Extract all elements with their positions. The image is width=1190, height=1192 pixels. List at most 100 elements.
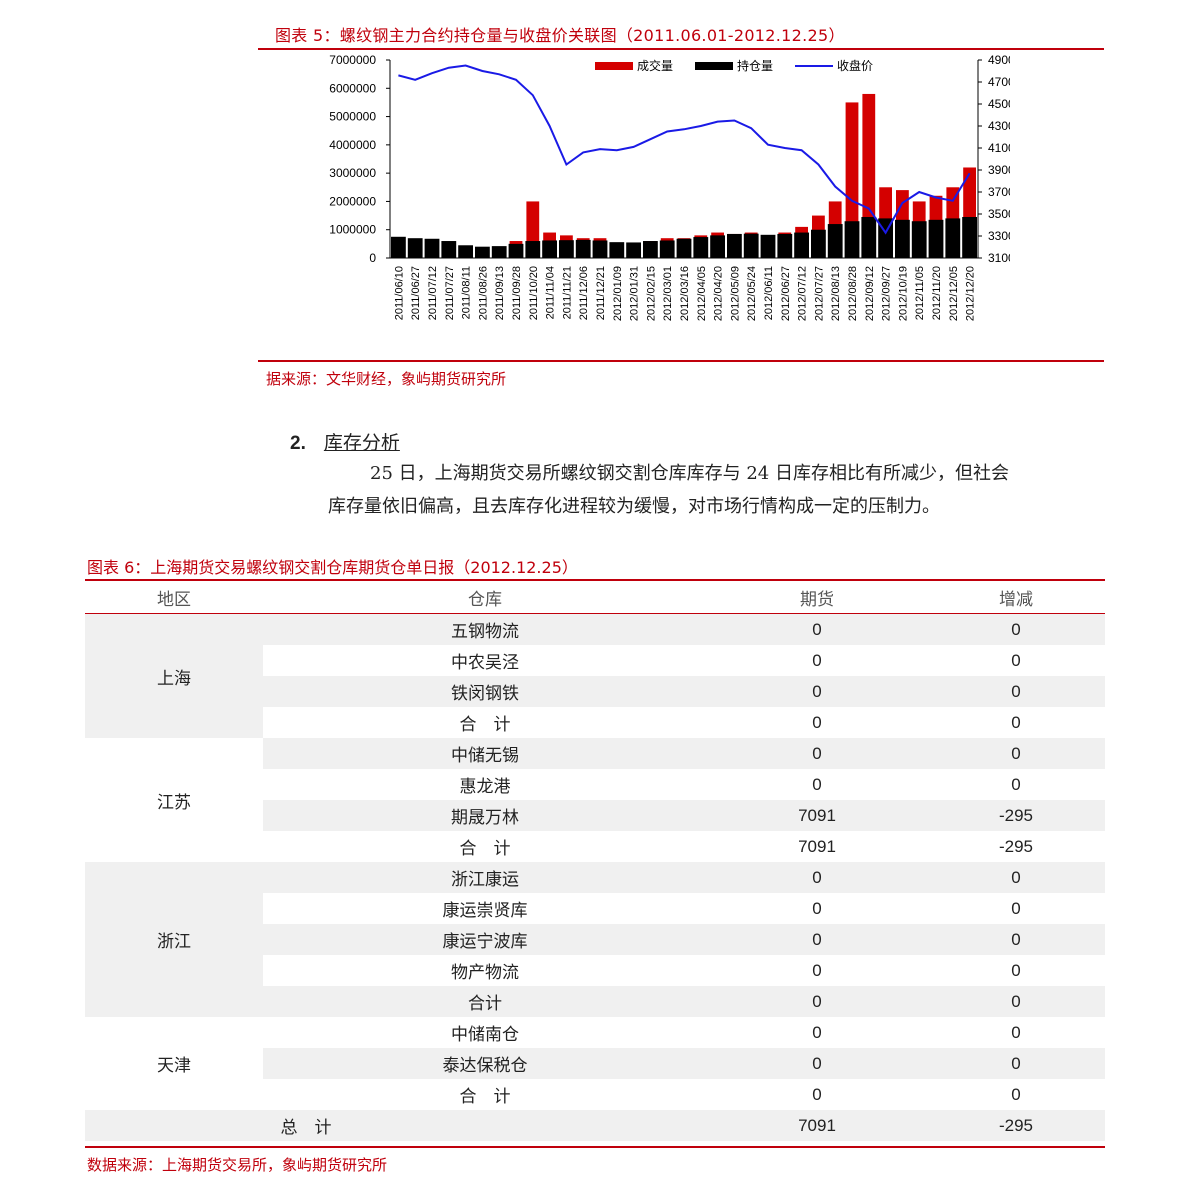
header-warehouse: 仓库 [263,582,707,614]
region-cell: 浙江 [85,862,263,1017]
open-interest-bar [760,234,776,258]
x-tick-label: 2011/06/27 [410,266,422,320]
open-interest-bar [491,246,507,258]
total-label: 总 计 [85,1110,707,1141]
open-interest-bar [626,242,641,258]
y-right-tick-label: 4500 [988,97,1010,111]
open-interest-bar [559,240,574,258]
section-paragraph: 25 日，上海期货交易所螺纹钢交割仓库库存与 24 日库存相比有所减少，但社会 … [328,457,1100,523]
table-row: 康运宁波库 0 0 [85,924,1105,955]
table-row: 惠龙港 0 0 [85,769,1105,800]
legend-oi-label: 持仓量 [737,58,773,73]
table-row: 物产物流 0 0 [85,955,1105,986]
futures-cell: 0 [812,898,822,918]
open-interest-bar [861,216,877,258]
open-interest-bar [525,241,541,258]
figure6-top-rule [85,579,1105,581]
table-row: 合 计 0 0 [85,1079,1105,1110]
futures-cell: 0 [812,960,822,980]
open-interest-bar [542,240,557,258]
total-row: 总 计 7091 -295 [85,1110,1105,1141]
table-row: 合 计 7091 -295 [85,831,1105,862]
paragraph-line-1: 25 日，上海期货交易所螺纹钢交割仓库库存与 24 日库存相比有所减少，但社会 [370,463,1009,484]
x-tick-label: 2011/12/21 [595,266,607,320]
x-tick-label: 2012/07/27 [813,266,825,321]
x-tick-label: 2012/04/05 [696,266,708,321]
change-cell: 0 [1011,898,1021,918]
x-tick-label: 2012/06/27 [780,266,792,321]
warehouse-cell: 合 计 [459,715,511,735]
x-tick-label: 2012/12/20 [965,266,977,321]
y-left-tick-label: 3000000 [329,166,376,180]
figure6-bottom-rule [85,1146,1105,1148]
paragraph-line-2: 库存量依旧偏高，且去库存化进程较为缓慢，对市场行情构成一定的压制力。 [328,496,940,517]
x-tick-label: 2012/12/05 [948,266,960,321]
x-tick-label: 2011/07/12 [427,266,439,320]
y-right-tick-label: 3500 [988,207,1010,221]
warehouse-cell: 中储无锡 [263,738,707,769]
table-row: 江苏 中储无锡 0 0 [85,738,1105,813]
x-tick-label: 2012/01/09 [612,266,624,321]
warehouse-table: 地区 仓库 期货 增减 上海 五钢物流 0 0 中农吴泾 0 0 铁闵钢铁 0 … [85,582,1105,1141]
header-region: 地区 [85,582,263,614]
legend-volume-label: 成交量 [637,58,673,73]
open-interest-bar [928,219,944,258]
x-tick-label: 2012/07/12 [797,266,809,321]
table-header-row: 地区 仓库 期货 增减 [85,582,1105,614]
change-cell: 0 [927,613,1105,645]
x-tick-label: 2012/09/27 [881,266,893,321]
futures-cell: 0 [812,1084,822,1104]
warehouse-cell: 惠龙港 [459,777,511,797]
x-tick-label: 2012/01/31 [629,266,641,321]
warehouse-cell: 浙江康运 [263,862,707,893]
open-interest-bar [609,242,625,258]
open-interest-bar [794,232,809,258]
change-cell: 0 [1011,1022,1021,1042]
region-cell: 天津 [157,1056,191,1076]
table-row: 中农吴泾 0 0 [85,645,1105,676]
section-number: 2. [290,433,306,454]
change-cell: 0 [1011,774,1021,794]
y-left-tick-label: 5000000 [329,110,376,124]
table-row: 合 计 0 0 [85,707,1105,738]
figure5-bottom-rule [258,360,1104,362]
y-right-tick-label: 3900 [988,163,1010,177]
change-cell: 0 [1011,650,1021,670]
warehouse-cell: 期晟万林 [263,800,707,831]
legend-price-label: 收盘价 [837,58,873,73]
open-interest-bar [743,233,759,258]
total-change: -295 [927,1110,1105,1141]
futures-cell: 7091 [707,800,927,831]
x-tick-label: 2012/05/09 [729,266,741,321]
warehouse-cell: 泰达保税仓 [263,1048,707,1079]
change-cell: 0 [927,924,1105,955]
open-interest-bar [592,240,608,258]
x-tick-label: 2012/03/01 [662,266,674,321]
y-right-tick-label: 3100 [988,251,1010,265]
futures-cell: 0 [707,924,927,955]
open-interest-bar [945,218,961,258]
price-line [398,64,971,235]
futures-cell: 0 [812,712,822,732]
y-left-tick-label: 0 [369,251,376,265]
y-right-tick-label: 4700 [988,75,1010,89]
futures-cell: 0 [812,774,822,794]
volume-bar [845,102,859,258]
x-tick-label: 2011/11/04 [545,266,557,319]
table-row: 上海 五钢物流 0 0 [85,613,1105,738]
x-tick-label: 2011/12/06 [578,266,590,320]
table-row: 康运崇贤库 0 0 [85,893,1105,924]
x-tick-label: 2012/09/12 [864,266,876,321]
open-interest-bar [811,229,826,258]
header-futures: 期货 [707,582,927,614]
change-cell: 0 [927,738,1105,769]
y-right-tick-label: 3700 [988,185,1010,199]
x-tick-label: 2012/03/16 [679,266,691,321]
change-cell: 0 [1011,712,1021,732]
x-tick-label: 2012/08/28 [847,266,859,321]
futures-cell: 0 [707,676,927,707]
change-cell: 0 [927,1048,1105,1079]
futures-cell: 0 [812,1022,822,1042]
x-tick-label: 2012/11/20 [931,266,943,320]
open-interest-bar [693,237,709,258]
